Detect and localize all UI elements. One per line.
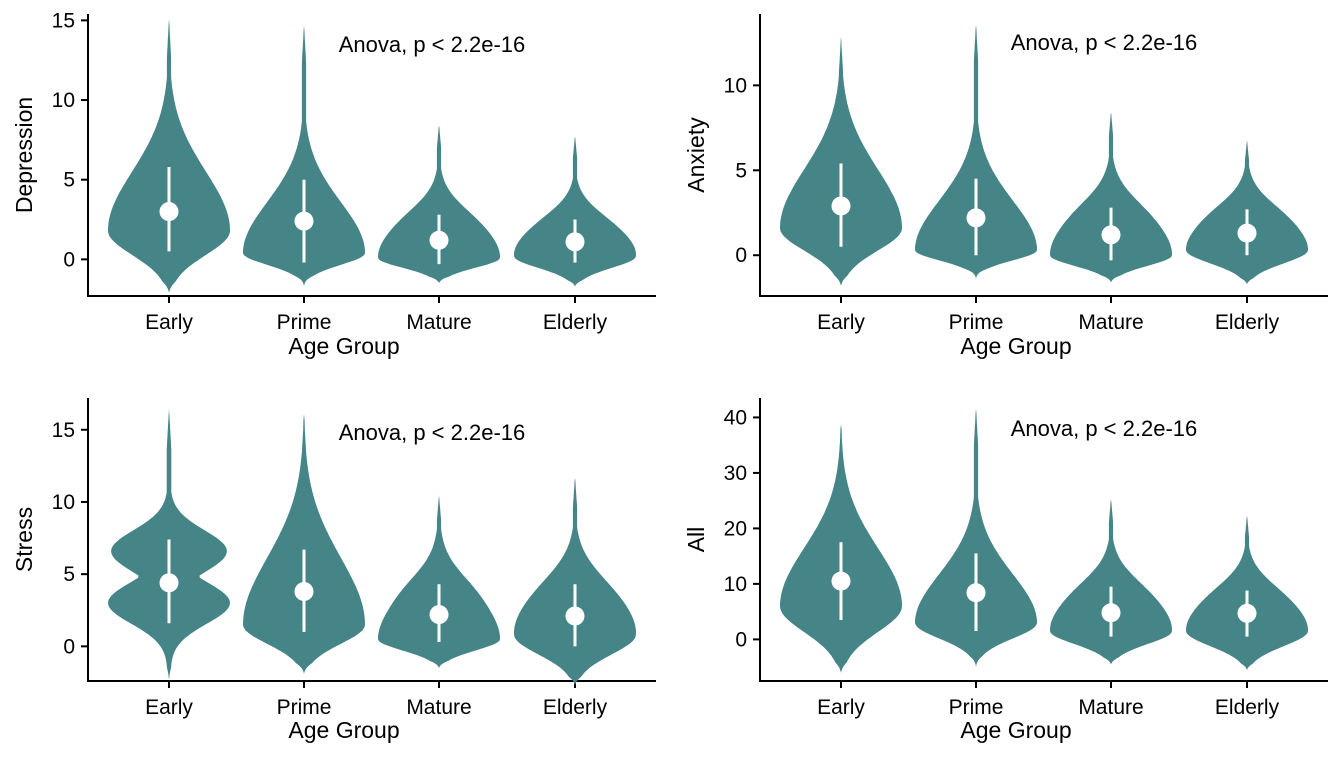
y-axis-title: Depression	[11, 97, 37, 213]
violin-early	[108, 17, 230, 293]
panel-depression: 0 5 10 15 Early Prime Mature Elderly Age Group De…	[11, 9, 656, 359]
x-axis-title: Age Group	[960, 333, 1071, 359]
x-tick-label-early: Early	[145, 311, 193, 334]
mean-point-prime	[966, 583, 986, 603]
violin-prime	[915, 22, 1037, 279]
violin-mature	[1050, 497, 1172, 665]
x-tick-label-prime: Prime	[949, 311, 1004, 334]
anova-annotation: Anova, p < 2.2e-16	[339, 420, 526, 445]
x-tick-label-early: Early	[817, 311, 865, 334]
y-tick-label: 10	[724, 573, 747, 596]
violin-prime	[915, 406, 1037, 668]
mean-point-early	[831, 196, 851, 216]
x-tick-label-mature: Mature	[1078, 311, 1143, 334]
y-axis-title: Anxiety	[683, 117, 709, 193]
y-axis-title: All	[683, 527, 709, 553]
y-tick-label: 0	[63, 248, 75, 271]
y-tick-label: 20	[724, 517, 747, 540]
violin-elderly	[514, 135, 636, 287]
panel-anxiety: 0 5 10 Early Prime Mature Elderly Age Group Anxi…	[683, 14, 1328, 359]
panel-stress: 0 5 10 15 Early Prime Mature Elderly Age Group St…	[11, 398, 656, 743]
x-axis-title: Age Group	[288, 333, 399, 359]
mean-point-prime	[294, 211, 314, 231]
mean-point-elderly	[1237, 603, 1257, 623]
violin-prime	[243, 23, 365, 287]
y-tick-label: 10	[52, 491, 75, 514]
x-tick-label-early: Early	[817, 696, 865, 719]
y-tick-label: 5	[735, 159, 747, 182]
mean-point-early	[159, 202, 179, 222]
x-axis-title: Age Group	[288, 717, 399, 743]
y-tick-label: 30	[724, 462, 747, 485]
mean-point-prime	[294, 581, 314, 601]
violin-early	[780, 36, 902, 286]
violin-mature	[378, 123, 500, 284]
y-axis-title: Stress	[11, 507, 37, 572]
violin-mature	[1050, 110, 1172, 283]
anova-annotation: Anova, p < 2.2e-16	[339, 32, 526, 57]
x-tick-label-early: Early	[145, 696, 193, 719]
x-tick-label-mature: Mature	[1078, 696, 1143, 719]
mean-point-early	[159, 573, 179, 593]
y-tick-label: 5	[63, 169, 75, 192]
mean-point-mature	[429, 605, 449, 625]
x-tick-label-mature: Mature	[406, 311, 471, 334]
mean-point-mature	[1101, 225, 1121, 245]
x-tick-label-elderly: Elderly	[1215, 696, 1280, 719]
y-tick-label: 0	[63, 635, 75, 658]
mean-point-elderly	[565, 606, 585, 626]
violin-prime	[243, 413, 365, 674]
x-tick-label-elderly: Elderly	[543, 696, 608, 719]
violin-elderly	[514, 476, 636, 686]
y-tick-label: 10	[52, 89, 75, 112]
mean-point-elderly	[1237, 223, 1257, 243]
x-tick-label-prime: Prime	[277, 311, 332, 334]
y-tick-label: 0	[735, 628, 747, 651]
mean-point-mature	[1101, 603, 1121, 623]
panel-all: 0 10 20 30 40 Early Prime Mature Elderly Age Grou…	[683, 398, 1328, 743]
x-axis-title: Age Group	[960, 717, 1071, 743]
x-tick-label-prime: Prime	[949, 696, 1004, 719]
mean-point-elderly	[565, 232, 585, 252]
y-tick-label: 10	[724, 74, 747, 97]
mean-point-early	[831, 571, 851, 591]
anova-annotation: Anova, p < 2.2e-16	[1011, 416, 1198, 441]
y-tick-label: 5	[63, 563, 75, 586]
mean-point-mature	[429, 230, 449, 250]
x-tick-label-elderly: Elderly	[543, 311, 608, 334]
x-tick-label-mature: Mature	[406, 696, 471, 719]
y-tick-label: 15	[52, 419, 75, 442]
mean-point-prime	[966, 208, 986, 228]
violin-mature	[378, 494, 500, 668]
x-tick-label-prime: Prime	[277, 696, 332, 719]
x-tick-label-elderly: Elderly	[1215, 311, 1280, 334]
anova-annotation: Anova, p < 2.2e-16	[1011, 30, 1198, 55]
y-tick-label: 0	[735, 244, 747, 267]
y-tick-label: 40	[724, 406, 747, 429]
y-tick-label: 15	[52, 9, 75, 32]
